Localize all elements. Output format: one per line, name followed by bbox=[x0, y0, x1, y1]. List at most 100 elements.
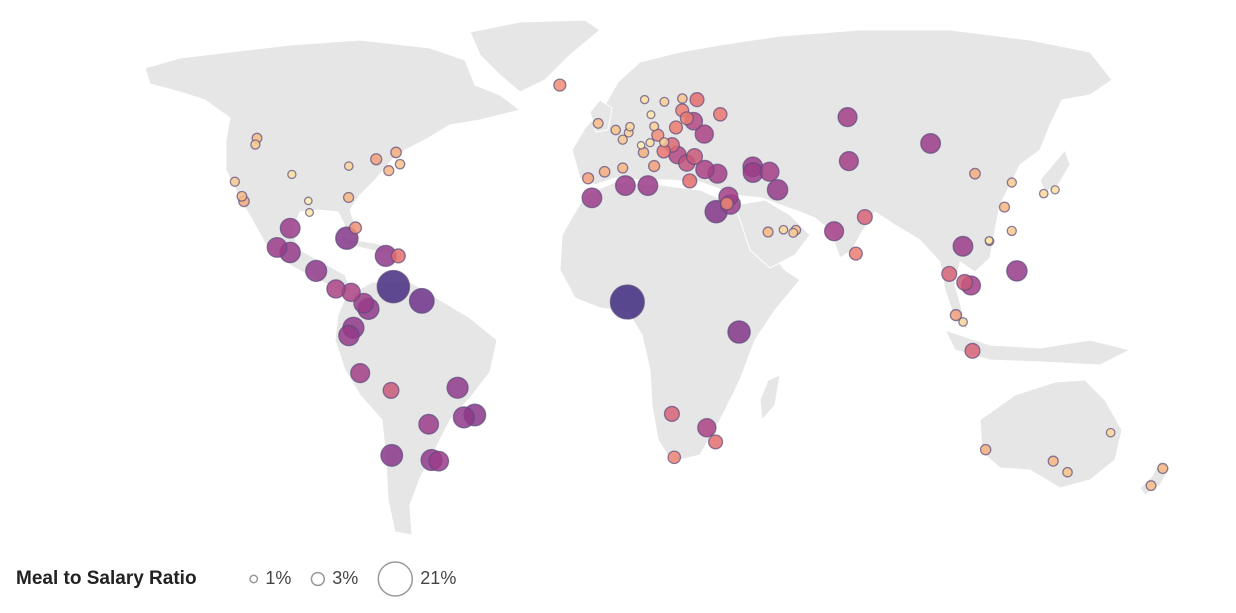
city-bubble bbox=[695, 159, 715, 180]
city-bubble bbox=[553, 78, 567, 92]
city-bubble bbox=[343, 161, 354, 171]
city-bubble bbox=[667, 450, 682, 465]
legend-label: 3% bbox=[332, 568, 358, 588]
city-bubble bbox=[668, 120, 684, 135]
city-bubble bbox=[707, 434, 724, 450]
city-bubble bbox=[759, 161, 780, 182]
city-bubble bbox=[250, 139, 261, 150]
city-bubble bbox=[658, 137, 670, 148]
city-bubble bbox=[848, 246, 863, 261]
city-bubble bbox=[342, 191, 355, 204]
city-bubble bbox=[380, 443, 404, 467]
city-bubble bbox=[637, 175, 659, 197]
city-bubble bbox=[304, 207, 315, 217]
city-bubble bbox=[964, 342, 981, 359]
city-bubble bbox=[762, 226, 774, 238]
city-bubble bbox=[305, 259, 328, 283]
city-bubble bbox=[303, 196, 313, 206]
greenland bbox=[469, 19, 601, 93]
city-bubble bbox=[625, 121, 635, 132]
australia bbox=[979, 379, 1123, 489]
city-bubble bbox=[326, 279, 346, 299]
city-bubble bbox=[649, 121, 660, 132]
city-bubble bbox=[1145, 480, 1157, 492]
city-bubble bbox=[383, 165, 395, 177]
city-bubble bbox=[592, 117, 604, 129]
city-bubble bbox=[941, 265, 958, 283]
city-bubble bbox=[823, 221, 845, 242]
city-bubble bbox=[287, 169, 297, 180]
city-bubble bbox=[382, 381, 400, 399]
city-bubble bbox=[727, 320, 751, 344]
city-bubble bbox=[766, 178, 789, 201]
city-bubble bbox=[838, 151, 859, 172]
city-bubble bbox=[609, 284, 645, 320]
city-bubble bbox=[1006, 177, 1018, 188]
city-bubble bbox=[229, 176, 241, 187]
city-bubble bbox=[677, 93, 688, 104]
city-bubble bbox=[446, 376, 469, 399]
city-bubble bbox=[949, 308, 963, 322]
city-bubble bbox=[713, 107, 728, 122]
eurasia bbox=[571, 29, 1113, 332]
city-bubble bbox=[390, 248, 406, 264]
city-bubble bbox=[266, 236, 288, 258]
city-bubble bbox=[418, 413, 440, 435]
land bbox=[144, 19, 1171, 536]
city-bubble bbox=[394, 158, 406, 170]
city-bubble bbox=[581, 187, 603, 209]
city-bubble bbox=[1047, 455, 1059, 467]
city-bubble bbox=[1006, 260, 1028, 282]
legend-label: 1% bbox=[265, 568, 291, 588]
city-bubble bbox=[952, 235, 974, 257]
city-bubble bbox=[956, 273, 974, 291]
city-bubble bbox=[370, 153, 383, 166]
city-bubble bbox=[428, 450, 450, 472]
city-bubble bbox=[720, 196, 734, 211]
city-bubble bbox=[645, 137, 655, 148]
city-bubble bbox=[614, 175, 636, 197]
city-bubble bbox=[679, 111, 694, 126]
city-bubble bbox=[788, 227, 799, 238]
city-bubble bbox=[598, 165, 611, 178]
madagascar bbox=[759, 374, 781, 422]
legend-size bbox=[310, 571, 326, 587]
city-bubble bbox=[376, 269, 411, 304]
city-bubble bbox=[697, 417, 717, 438]
legend-title: Meal to Salary Ratio bbox=[16, 568, 197, 589]
city-bubble bbox=[685, 148, 704, 166]
city-bubble bbox=[581, 172, 595, 185]
north-america bbox=[144, 39, 522, 293]
city-bubble bbox=[984, 235, 994, 246]
city-bubble bbox=[920, 132, 942, 154]
legend-label: 21% bbox=[420, 568, 456, 588]
city-bubble bbox=[837, 107, 858, 128]
city-bubble bbox=[647, 159, 661, 173]
city-bubble bbox=[1062, 466, 1073, 478]
south-america bbox=[334, 281, 498, 536]
city-bubble bbox=[639, 94, 650, 105]
city-bubble bbox=[236, 190, 248, 202]
city-bubble bbox=[646, 110, 656, 120]
city-bubble bbox=[689, 92, 705, 108]
city-bubble bbox=[1006, 225, 1017, 237]
city-bubble bbox=[979, 443, 992, 456]
city-bubble bbox=[617, 162, 629, 174]
legend-size bbox=[377, 561, 414, 597]
city-bubble bbox=[617, 134, 628, 145]
city-bubble bbox=[659, 96, 670, 107]
city-bubble bbox=[998, 201, 1011, 213]
city-bubble bbox=[279, 217, 301, 239]
city-bubble bbox=[1038, 188, 1049, 199]
city-bubble bbox=[694, 124, 715, 144]
city-bubble bbox=[856, 208, 873, 226]
city-bubble bbox=[1157, 462, 1169, 475]
city-bubble bbox=[390, 146, 402, 159]
city-bubble bbox=[349, 221, 363, 235]
city-bubble bbox=[969, 167, 981, 180]
points bbox=[229, 78, 1169, 492]
city-bubble bbox=[1050, 185, 1060, 195]
city-bubble bbox=[1105, 427, 1116, 438]
